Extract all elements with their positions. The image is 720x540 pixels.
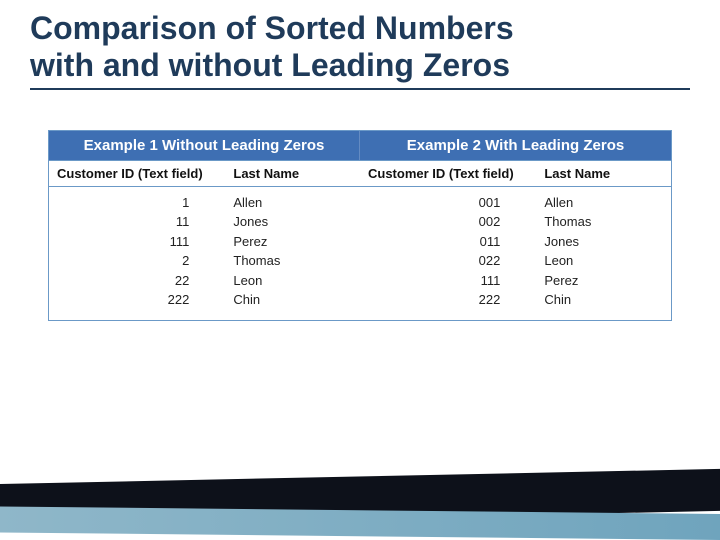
column-header-row: Customer ID (Text field) Last Name Custo…	[49, 160, 671, 187]
cell-id: 111	[360, 271, 500, 291]
col-header-id-2: Customer ID (Text field)	[360, 161, 540, 186]
cell-id: 022	[360, 251, 500, 271]
example2-names: Allen Thomas Jones Leon Perez Chin	[540, 193, 671, 310]
example2-header: Example 2 With Leading Zeros	[360, 131, 671, 160]
cell-name: Allen	[544, 193, 671, 213]
cell-name: Chin	[233, 290, 360, 310]
example1-header: Example 1 Without Leading Zeros	[49, 131, 360, 160]
title-heading: Comparison of Sorted Numbers with and wi…	[30, 10, 690, 90]
title-line-1: Comparison of Sorted Numbers	[30, 10, 514, 46]
cell-id: 222	[360, 290, 500, 310]
example1-names: Allen Jones Perez Thomas Leon Chin	[229, 193, 360, 310]
cell-id: 1	[49, 193, 189, 213]
cell-id: 001	[360, 193, 500, 213]
cell-name: Jones	[233, 212, 360, 232]
cell-name: Jones	[544, 232, 671, 252]
cell-name: Leon	[233, 271, 360, 291]
cell-name: Allen	[233, 193, 360, 213]
cell-name: Perez	[233, 232, 360, 252]
col-header-lastname-1: Last Name	[229, 161, 360, 186]
slide-title: Comparison of Sorted Numbers with and wi…	[0, 0, 720, 90]
cell-name: Leon	[544, 251, 671, 271]
comparison-table: Example 1 Without Leading Zeros Example …	[48, 130, 672, 321]
cell-id: 222	[49, 290, 189, 310]
cell-name: Perez	[544, 271, 671, 291]
cell-id: 22	[49, 271, 189, 291]
cell-name: Chin	[544, 290, 671, 310]
title-line-2: with and without Leading Zeros	[30, 47, 510, 83]
cell-id: 11	[49, 212, 189, 232]
cell-name: Thomas	[233, 251, 360, 271]
col-header-id-1: Customer ID (Text field)	[49, 161, 229, 186]
example2-ids: 001 002 011 022 111 222	[360, 193, 540, 310]
cell-id: 002	[360, 212, 500, 232]
cell-name: Thomas	[544, 212, 671, 232]
cell-id: 2	[49, 251, 189, 271]
cell-id: 111	[49, 232, 189, 252]
cell-id: 011	[360, 232, 500, 252]
example1-ids: 1 11 111 2 22 222	[49, 193, 229, 310]
footer-decoration	[0, 470, 720, 540]
data-row: 1 11 111 2 22 222 Allen Jones Perez Thom…	[49, 187, 671, 320]
col-header-lastname-2: Last Name	[540, 161, 671, 186]
example-header-row: Example 1 Without Leading Zeros Example …	[49, 131, 671, 160]
